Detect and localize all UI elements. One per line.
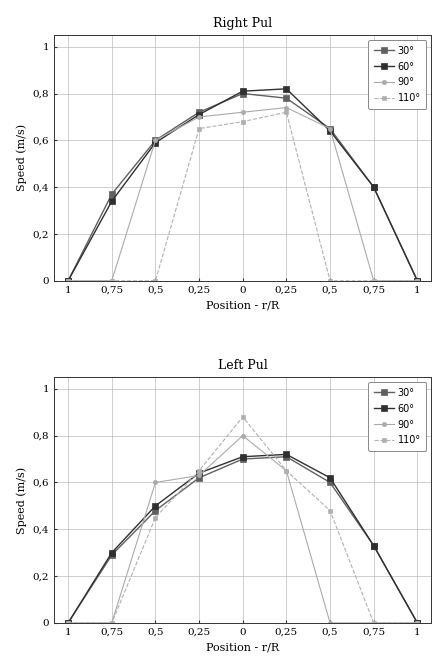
X-axis label: Position - r/R: Position - r/R (206, 300, 279, 310)
Line: 110°: 110° (66, 415, 419, 625)
Line: 60°: 60° (65, 452, 420, 626)
60° (284, 85, 289, 93)
Line: 30°: 30° (65, 454, 420, 626)
Line: 90°: 90° (66, 434, 419, 625)
Legend: 30°, 60°, 90°, 110°: 30°, 60°, 90°, 110° (368, 382, 426, 451)
90° (415, 619, 420, 627)
110° (240, 413, 246, 421)
60° (415, 277, 420, 285)
110° (415, 619, 420, 627)
110° (109, 619, 114, 627)
110° (153, 277, 158, 285)
Title: Left Pul: Left Pul (218, 359, 267, 372)
60° (196, 110, 202, 118)
30° (240, 90, 246, 98)
30° (327, 124, 333, 132)
Line: 90°: 90° (66, 106, 419, 283)
90° (153, 478, 158, 486)
60° (240, 453, 246, 461)
90° (196, 472, 202, 480)
110° (371, 619, 376, 627)
60° (65, 277, 71, 285)
60° (153, 138, 158, 147)
110° (240, 118, 246, 126)
Y-axis label: Speed (m/s): Speed (m/s) (17, 466, 27, 534)
30° (109, 190, 114, 198)
30° (371, 183, 376, 191)
30° (327, 478, 333, 486)
60° (415, 619, 420, 627)
90° (327, 619, 333, 627)
90° (240, 108, 246, 116)
30° (153, 506, 158, 514)
30° (240, 455, 246, 463)
30° (109, 551, 114, 559)
110° (65, 619, 71, 627)
90° (196, 113, 202, 121)
110° (284, 108, 289, 116)
60° (327, 127, 333, 135)
90° (109, 277, 114, 285)
60° (327, 474, 333, 482)
90° (327, 124, 333, 132)
30° (284, 94, 289, 102)
110° (327, 277, 333, 285)
110° (415, 277, 420, 285)
110° (196, 467, 202, 475)
Line: 110°: 110° (66, 110, 419, 283)
30° (65, 619, 71, 627)
Line: 30°: 30° (65, 91, 420, 284)
60° (109, 197, 114, 205)
90° (284, 467, 289, 475)
90° (65, 619, 71, 627)
110° (65, 277, 71, 285)
60° (371, 183, 376, 191)
Title: Right Pul: Right Pul (213, 17, 272, 29)
90° (109, 619, 114, 627)
30° (196, 474, 202, 482)
90° (415, 277, 420, 285)
30° (196, 108, 202, 116)
Y-axis label: Speed (m/s): Speed (m/s) (17, 124, 27, 191)
60° (240, 87, 246, 95)
90° (371, 277, 376, 285)
110° (109, 277, 114, 285)
90° (284, 104, 289, 112)
90° (65, 277, 71, 285)
90° (153, 136, 158, 145)
60° (65, 619, 71, 627)
60° (196, 469, 202, 477)
90° (371, 619, 376, 627)
30° (65, 277, 71, 285)
60° (109, 549, 114, 557)
110° (196, 124, 202, 132)
110° (371, 277, 376, 285)
30° (284, 453, 289, 461)
60° (371, 542, 376, 550)
110° (284, 467, 289, 475)
110° (153, 514, 158, 522)
60° (284, 450, 289, 458)
90° (240, 432, 246, 440)
Legend: 30°, 60°, 90°, 110°: 30°, 60°, 90°, 110° (368, 40, 426, 109)
30° (371, 542, 376, 550)
30° (415, 277, 420, 285)
30° (415, 619, 420, 627)
X-axis label: Position - r/R: Position - r/R (206, 642, 279, 652)
30° (153, 136, 158, 145)
110° (327, 506, 333, 514)
60° (153, 502, 158, 510)
Line: 60°: 60° (65, 86, 420, 284)
